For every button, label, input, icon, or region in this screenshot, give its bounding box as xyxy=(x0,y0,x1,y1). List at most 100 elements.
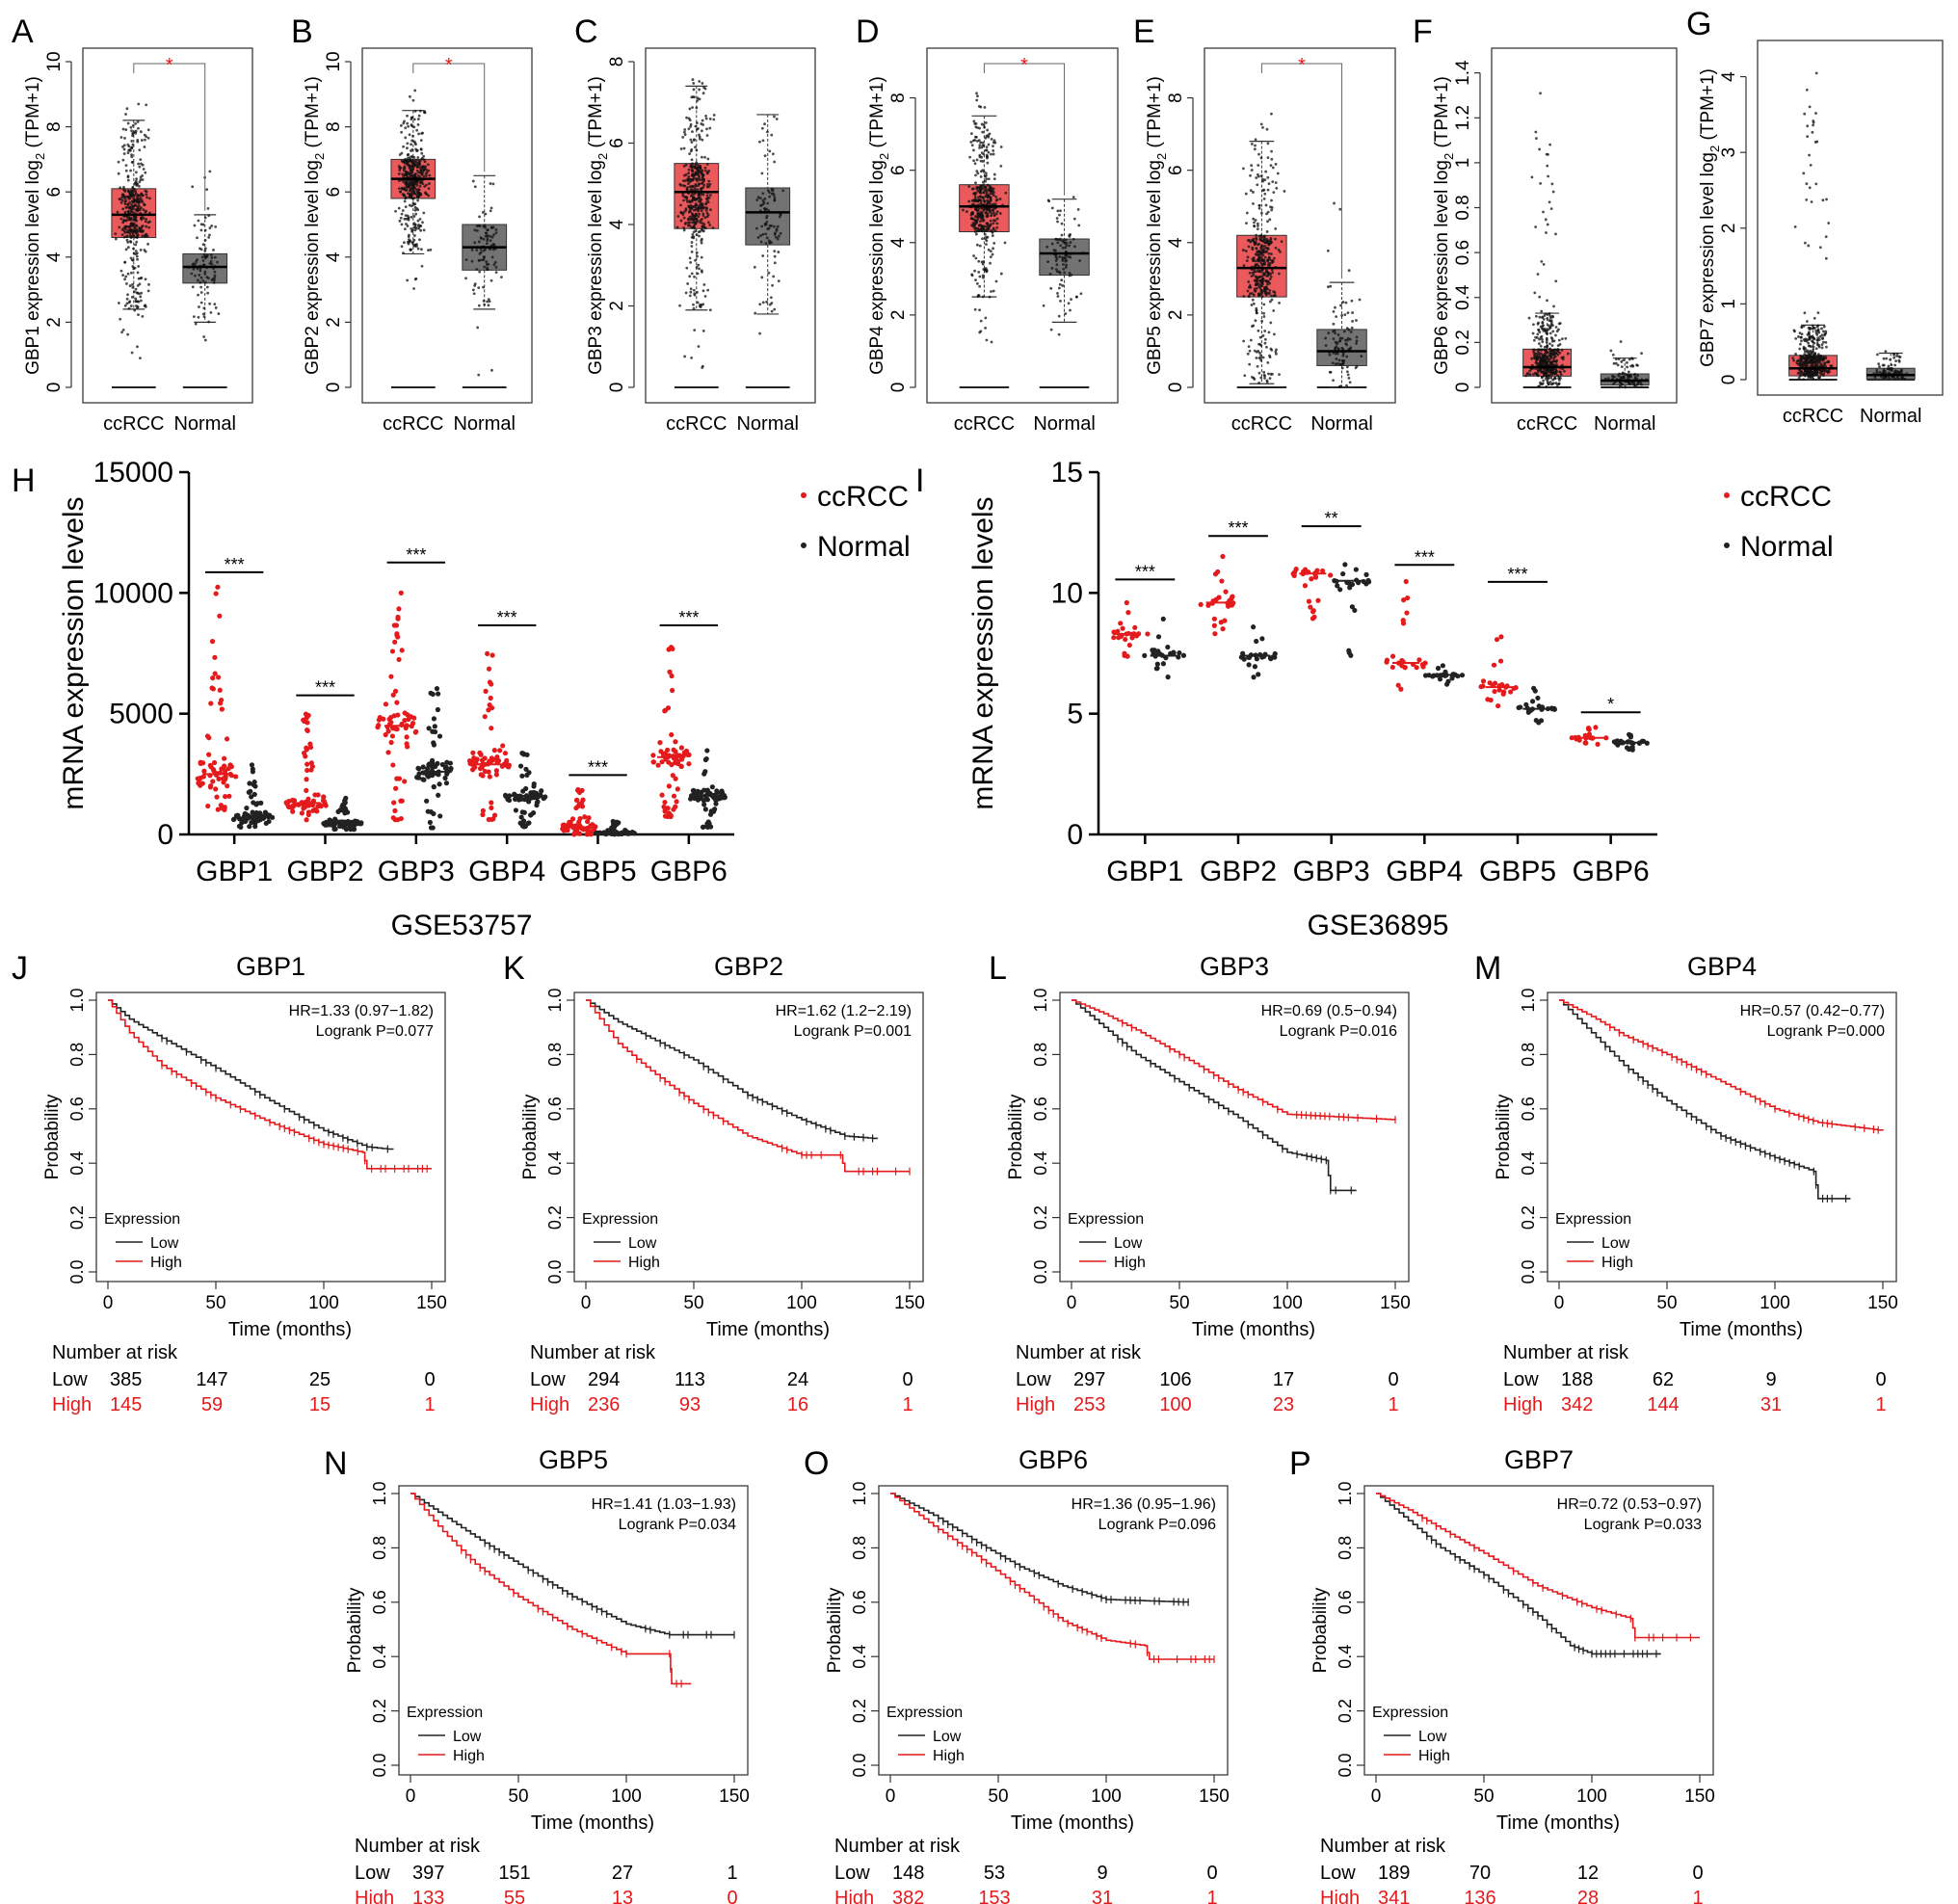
data-point xyxy=(208,226,212,229)
data-point xyxy=(1257,259,1260,263)
data-point xyxy=(695,796,701,802)
data-point xyxy=(1549,373,1553,377)
data-point xyxy=(216,776,222,781)
data-point xyxy=(985,243,988,246)
data-point xyxy=(989,255,992,259)
data-point xyxy=(1803,112,1807,116)
data-point xyxy=(1548,319,1552,323)
data-point xyxy=(1619,340,1623,343)
data-point xyxy=(1554,360,1558,363)
data-point xyxy=(1254,219,1257,222)
data-point xyxy=(1531,348,1535,352)
data-point xyxy=(1877,362,1881,366)
data-point xyxy=(1609,349,1613,353)
data-point xyxy=(681,194,685,198)
data-point xyxy=(487,758,492,764)
panel-letter: F xyxy=(1413,13,1433,50)
data-point xyxy=(207,214,211,218)
data-point xyxy=(708,308,712,312)
data-point xyxy=(1800,339,1803,343)
data-point xyxy=(489,805,494,811)
data-point xyxy=(1341,359,1345,363)
data-point xyxy=(519,809,525,815)
data-point xyxy=(1812,373,1816,376)
data-point xyxy=(1042,304,1045,307)
data-point xyxy=(1614,361,1618,365)
data-point xyxy=(690,141,694,144)
data-point xyxy=(217,613,223,619)
data-point xyxy=(124,113,127,116)
x-category-label: GBP6 xyxy=(650,856,728,887)
data-point xyxy=(1073,245,1076,249)
data-point xyxy=(130,129,133,133)
legend-label-normal: Normal xyxy=(817,531,911,563)
data-point xyxy=(411,184,415,188)
y-tick-label: 4 xyxy=(324,251,344,262)
data-point xyxy=(1340,570,1346,577)
data-point xyxy=(1263,377,1266,380)
data-point xyxy=(482,755,488,761)
data-point xyxy=(700,255,703,259)
data-point xyxy=(686,282,690,285)
data-point xyxy=(207,320,211,324)
data-point xyxy=(1542,210,1545,214)
data-point xyxy=(1254,259,1257,263)
data-point xyxy=(1793,225,1797,228)
data-point xyxy=(214,794,220,800)
data-point xyxy=(1259,636,1265,642)
data-point xyxy=(693,329,697,332)
data-point xyxy=(124,164,128,168)
data-point xyxy=(223,777,228,782)
data-point xyxy=(1254,319,1257,323)
data-point xyxy=(146,136,150,140)
data-point xyxy=(1263,262,1267,266)
data-point xyxy=(1251,624,1257,630)
data-point xyxy=(1544,377,1548,381)
data-point xyxy=(415,169,419,172)
data-point xyxy=(146,289,150,293)
data-point xyxy=(1306,598,1312,604)
plot-frame xyxy=(1757,40,1944,396)
data-point xyxy=(1255,357,1258,359)
significance-star: * xyxy=(445,55,453,76)
data-point xyxy=(978,153,982,157)
data-point xyxy=(701,181,704,185)
data-point xyxy=(696,184,700,188)
data-point xyxy=(695,121,699,124)
data-point xyxy=(1531,373,1535,376)
data-point xyxy=(702,183,706,187)
data-point xyxy=(1245,259,1249,263)
data-point xyxy=(701,173,704,177)
data-point xyxy=(412,125,416,129)
data-point xyxy=(698,97,701,101)
data-point xyxy=(144,171,147,174)
data-point xyxy=(141,224,145,227)
data-point xyxy=(244,806,250,811)
data-point xyxy=(1057,286,1061,290)
y-axis-label-suffix: (TPM+1) xyxy=(303,76,323,153)
data-point xyxy=(125,297,129,301)
data-point xyxy=(122,152,126,155)
data-point xyxy=(1619,376,1623,379)
data-point xyxy=(131,143,135,146)
data-point xyxy=(1812,120,1815,124)
data-point xyxy=(989,261,992,265)
data-point xyxy=(776,237,780,241)
data-point xyxy=(1346,373,1350,377)
data-point xyxy=(701,214,705,218)
data-point xyxy=(1812,355,1814,358)
data-point xyxy=(992,211,995,214)
data-point xyxy=(206,291,210,295)
data-point xyxy=(1272,309,1276,312)
data-point xyxy=(308,760,314,766)
data-point xyxy=(139,249,143,251)
data-point xyxy=(1253,268,1256,272)
data-point xyxy=(419,139,423,143)
data-point xyxy=(693,275,696,278)
data-point xyxy=(702,807,708,812)
data-point xyxy=(650,759,656,765)
data-point xyxy=(697,209,701,213)
data-point xyxy=(500,743,506,749)
data-point xyxy=(1262,303,1266,306)
